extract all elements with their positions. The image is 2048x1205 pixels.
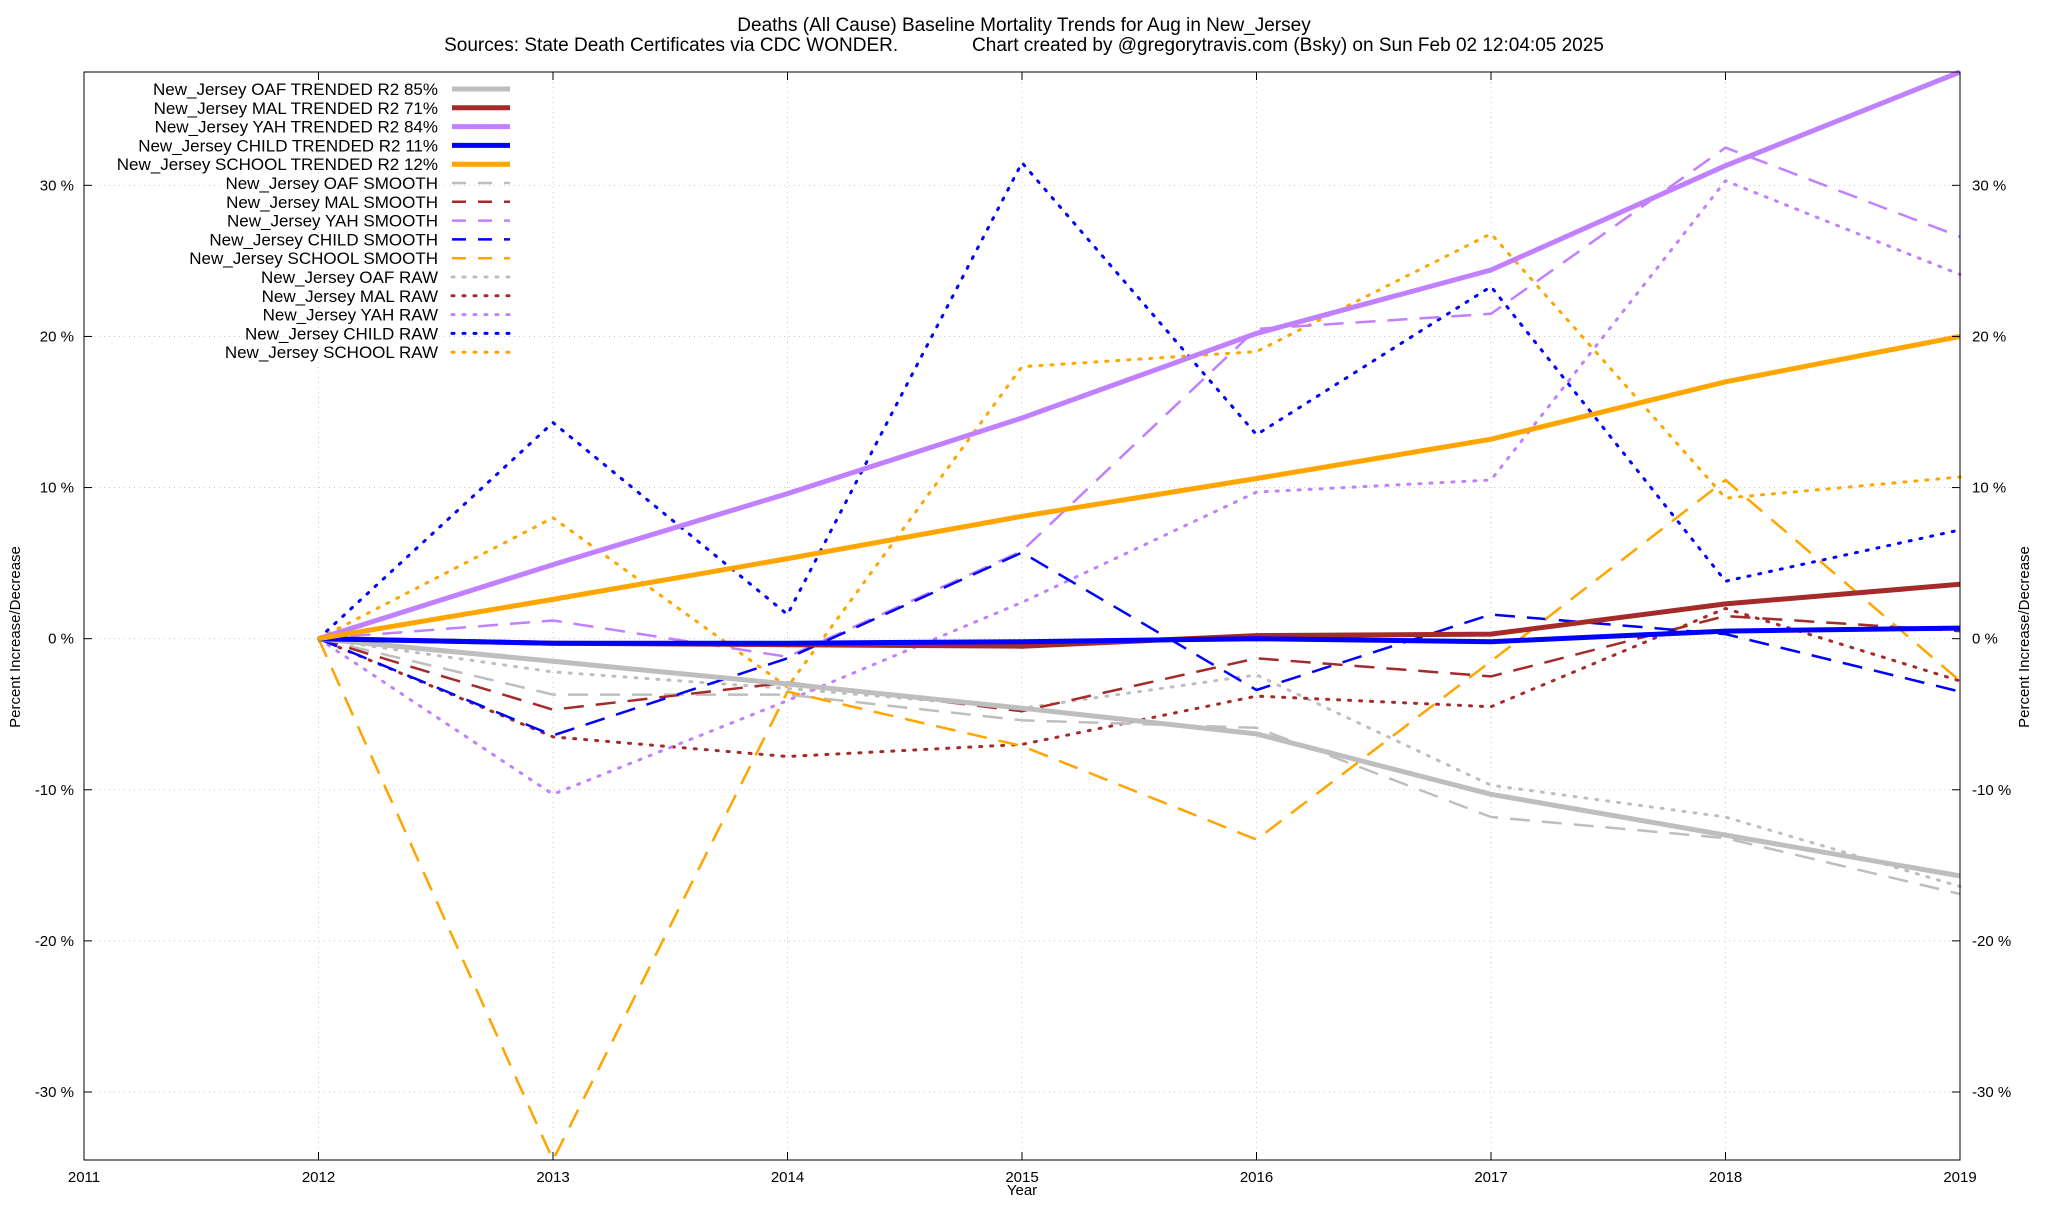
x-tick-label: 2013	[536, 1169, 569, 1186]
y-tick-label: -30 %	[35, 1084, 74, 1101]
y2-tick-label: 30 %	[1972, 177, 2006, 194]
x-tick-label: 2018	[1709, 1169, 1742, 1186]
legend-label: New_Jersey SCHOOL SMOOTH	[189, 249, 438, 268]
legend-label: New_Jersey YAH RAW	[263, 306, 438, 325]
y2-tick-label: 20 %	[1972, 328, 2006, 345]
legend-label: New_Jersey OAF RAW	[261, 268, 438, 287]
series-line-2	[318, 581, 1961, 649]
series-line-14	[317, 161, 1962, 641]
chart-subtitle: Sources: State Death Certificates via CD…	[444, 35, 1604, 56]
series-line-7	[318, 614, 1961, 713]
series-line-11	[317, 637, 1962, 888]
y2-axis-label: Percent Increase/Decrease	[2016, 546, 2033, 728]
series-line-5	[318, 333, 1961, 642]
series-line-3	[317, 69, 1961, 642]
y-tick-label: 10 %	[40, 480, 74, 497]
legend: New_Jersey OAF TRENDED R2 85%New_Jersey …	[117, 80, 512, 362]
legend-label: New_Jersey YAH TRENDED R2 84%	[155, 118, 438, 137]
series-layer	[317, 69, 1962, 1162]
x-tick-label: 2016	[1240, 1169, 1273, 1186]
x-tick-label: 2019	[1943, 1169, 1976, 1186]
y-tick-label: -20 %	[35, 933, 74, 950]
legend-label: New_Jersey MAL TRENDED R2 71%	[154, 99, 438, 118]
y2-tick-label: 0 %	[1972, 631, 1998, 648]
y-tick-label: 20 %	[40, 328, 74, 345]
legend-label: New_Jersey SCHOOL RAW	[225, 343, 438, 362]
y2-tick-label: -30 %	[1972, 1084, 2011, 1101]
legend-label: New_Jersey SCHOOL TRENDED R2 12%	[117, 155, 438, 174]
series-line-10	[317, 478, 1961, 1162]
legend-label: New_Jersey CHILD TRENDED R2 11%	[138, 136, 438, 155]
legend-label: New_Jersey MAL SMOOTH	[226, 193, 438, 212]
x-tick-label: 2011	[68, 1169, 100, 1186]
chart-title: Deaths (All Cause) Baseline Mortality Tr…	[737, 15, 1311, 36]
series-line-6	[318, 637, 1961, 896]
x-tick-label: 2017	[1474, 1169, 1507, 1186]
legend-label: New_Jersey CHILD SMOOTH	[209, 230, 438, 249]
y2-tick-label: 10 %	[1972, 480, 2006, 497]
y2-tick-label: -20 %	[1972, 933, 2011, 950]
legend-label: New_Jersey MAL RAW	[262, 287, 438, 306]
series-line-15	[317, 232, 1962, 689]
y2-tick-label: -10 %	[1972, 782, 2011, 799]
legend-label: New_Jersey OAF TRENDED R2 85%	[153, 80, 438, 99]
series-line-4	[318, 625, 1961, 646]
axis-ticks: 2011 2012 2013 2014 2015 2016 2017 2018 2019 -30 …	[35, 72, 2011, 1186]
legend-label: New_Jersey OAF SMOOTH	[225, 174, 438, 193]
x-tick-label: 2015	[1005, 1169, 1038, 1186]
y-tick-label: -10 %	[35, 782, 74, 799]
y-axis-label: Percent Increase/Decrease	[7, 546, 24, 728]
legend-label: New_Jersey CHILD RAW	[245, 324, 438, 343]
legend-label: New_Jersey YAH SMOOTH	[227, 212, 438, 231]
y-tick-label: 0 %	[48, 631, 74, 648]
x-axis-label: Year	[1007, 1182, 1037, 1199]
x-tick-label: 2012	[302, 1169, 335, 1186]
series-line-1	[318, 636, 1961, 879]
x-tick-label: 2014	[771, 1169, 804, 1186]
y-tick-label: 30 %	[40, 177, 74, 194]
series-line-8	[318, 146, 1961, 659]
